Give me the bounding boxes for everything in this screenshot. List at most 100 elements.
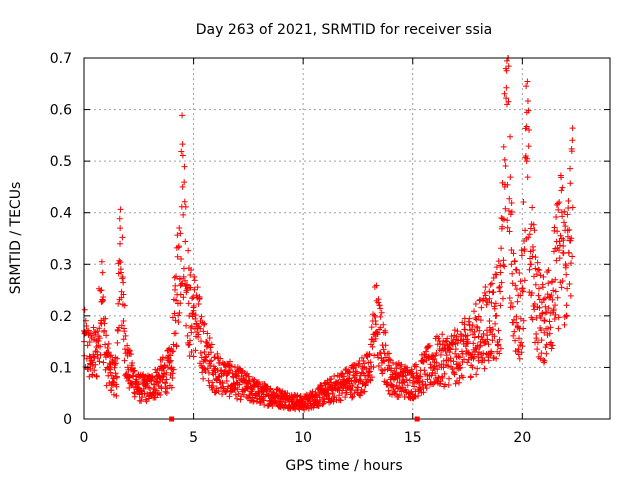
data-point	[164, 385, 171, 392]
data-point	[514, 323, 521, 330]
data-point	[81, 306, 88, 313]
data-point	[120, 336, 127, 343]
data-point	[556, 255, 563, 262]
data-point	[470, 340, 477, 347]
data-point	[490, 289, 497, 296]
data-point	[382, 329, 389, 336]
data-point	[517, 278, 524, 285]
data-point	[202, 354, 209, 361]
data-point	[538, 327, 545, 334]
x-tick-label: 5	[189, 430, 198, 446]
data-point	[179, 280, 186, 287]
data-point	[495, 341, 502, 348]
data-point	[557, 242, 564, 249]
data-point	[337, 397, 344, 404]
data-point	[206, 334, 213, 341]
data-point	[196, 295, 203, 302]
data-point	[256, 390, 263, 397]
data-point	[105, 349, 112, 356]
data-point	[484, 299, 491, 306]
data-point	[522, 227, 529, 234]
data-point	[527, 248, 534, 255]
data-point	[376, 302, 383, 309]
data-point	[181, 179, 188, 186]
data-point	[437, 341, 444, 348]
data-point	[374, 331, 381, 338]
data-point	[90, 324, 97, 331]
data-point	[555, 247, 562, 254]
data-point	[160, 365, 167, 372]
data-point	[98, 258, 105, 265]
data-point	[112, 360, 119, 367]
data-point	[551, 315, 558, 322]
data-point	[400, 378, 407, 385]
data-point	[476, 343, 483, 350]
data-point	[121, 328, 128, 335]
data-point	[163, 369, 170, 376]
data-point	[176, 275, 183, 282]
data-point	[558, 174, 565, 181]
data-point	[544, 291, 551, 298]
data-point	[338, 372, 345, 379]
data-point	[519, 343, 526, 350]
data-point	[520, 325, 527, 332]
data-point	[315, 402, 322, 409]
data-point	[497, 288, 504, 295]
data-point	[368, 324, 375, 331]
data-point	[189, 295, 196, 302]
data-point	[369, 343, 376, 350]
data-point	[337, 379, 344, 386]
data-point	[472, 315, 479, 322]
data-point	[520, 317, 527, 324]
data-point	[125, 374, 132, 381]
data-point	[108, 387, 115, 394]
data-point	[554, 294, 561, 301]
data-point	[230, 374, 237, 381]
data-point	[471, 308, 478, 315]
data-point	[550, 287, 557, 294]
data-point	[452, 346, 459, 353]
data-point	[539, 284, 546, 291]
data-point	[552, 276, 559, 283]
data-point	[501, 263, 508, 270]
data-point	[213, 385, 220, 392]
data-point	[546, 318, 553, 325]
data-point	[117, 206, 124, 213]
data-point	[131, 389, 138, 396]
data-point	[541, 329, 548, 336]
data-point	[497, 269, 504, 276]
data-point	[183, 287, 190, 294]
data-point	[508, 208, 515, 215]
data-point	[371, 352, 378, 359]
data-point	[178, 148, 185, 155]
data-point	[372, 318, 379, 325]
data-point	[181, 277, 188, 284]
data-point	[466, 315, 473, 322]
data-point	[211, 366, 218, 373]
data-point	[175, 312, 182, 319]
data-point	[198, 338, 205, 345]
data-point	[464, 359, 471, 366]
data-point	[157, 374, 164, 381]
data-point	[129, 372, 136, 379]
data-point	[501, 90, 508, 97]
data-point	[331, 373, 338, 380]
data-point	[513, 266, 520, 273]
data-point	[563, 271, 570, 278]
data-point	[523, 158, 530, 165]
data-point	[124, 364, 131, 371]
data-point	[529, 204, 536, 211]
data-point	[385, 387, 392, 394]
data-point	[473, 371, 480, 378]
data-point	[565, 249, 572, 256]
data-point	[364, 372, 371, 379]
y-tick-label: 0.3	[50, 257, 72, 273]
data-point	[446, 375, 453, 382]
data-point	[371, 284, 378, 291]
data-point	[501, 156, 508, 163]
data-point	[355, 360, 362, 367]
data-point	[117, 259, 124, 266]
data-point	[507, 174, 514, 181]
data-point	[535, 285, 542, 292]
data-point	[209, 379, 216, 386]
